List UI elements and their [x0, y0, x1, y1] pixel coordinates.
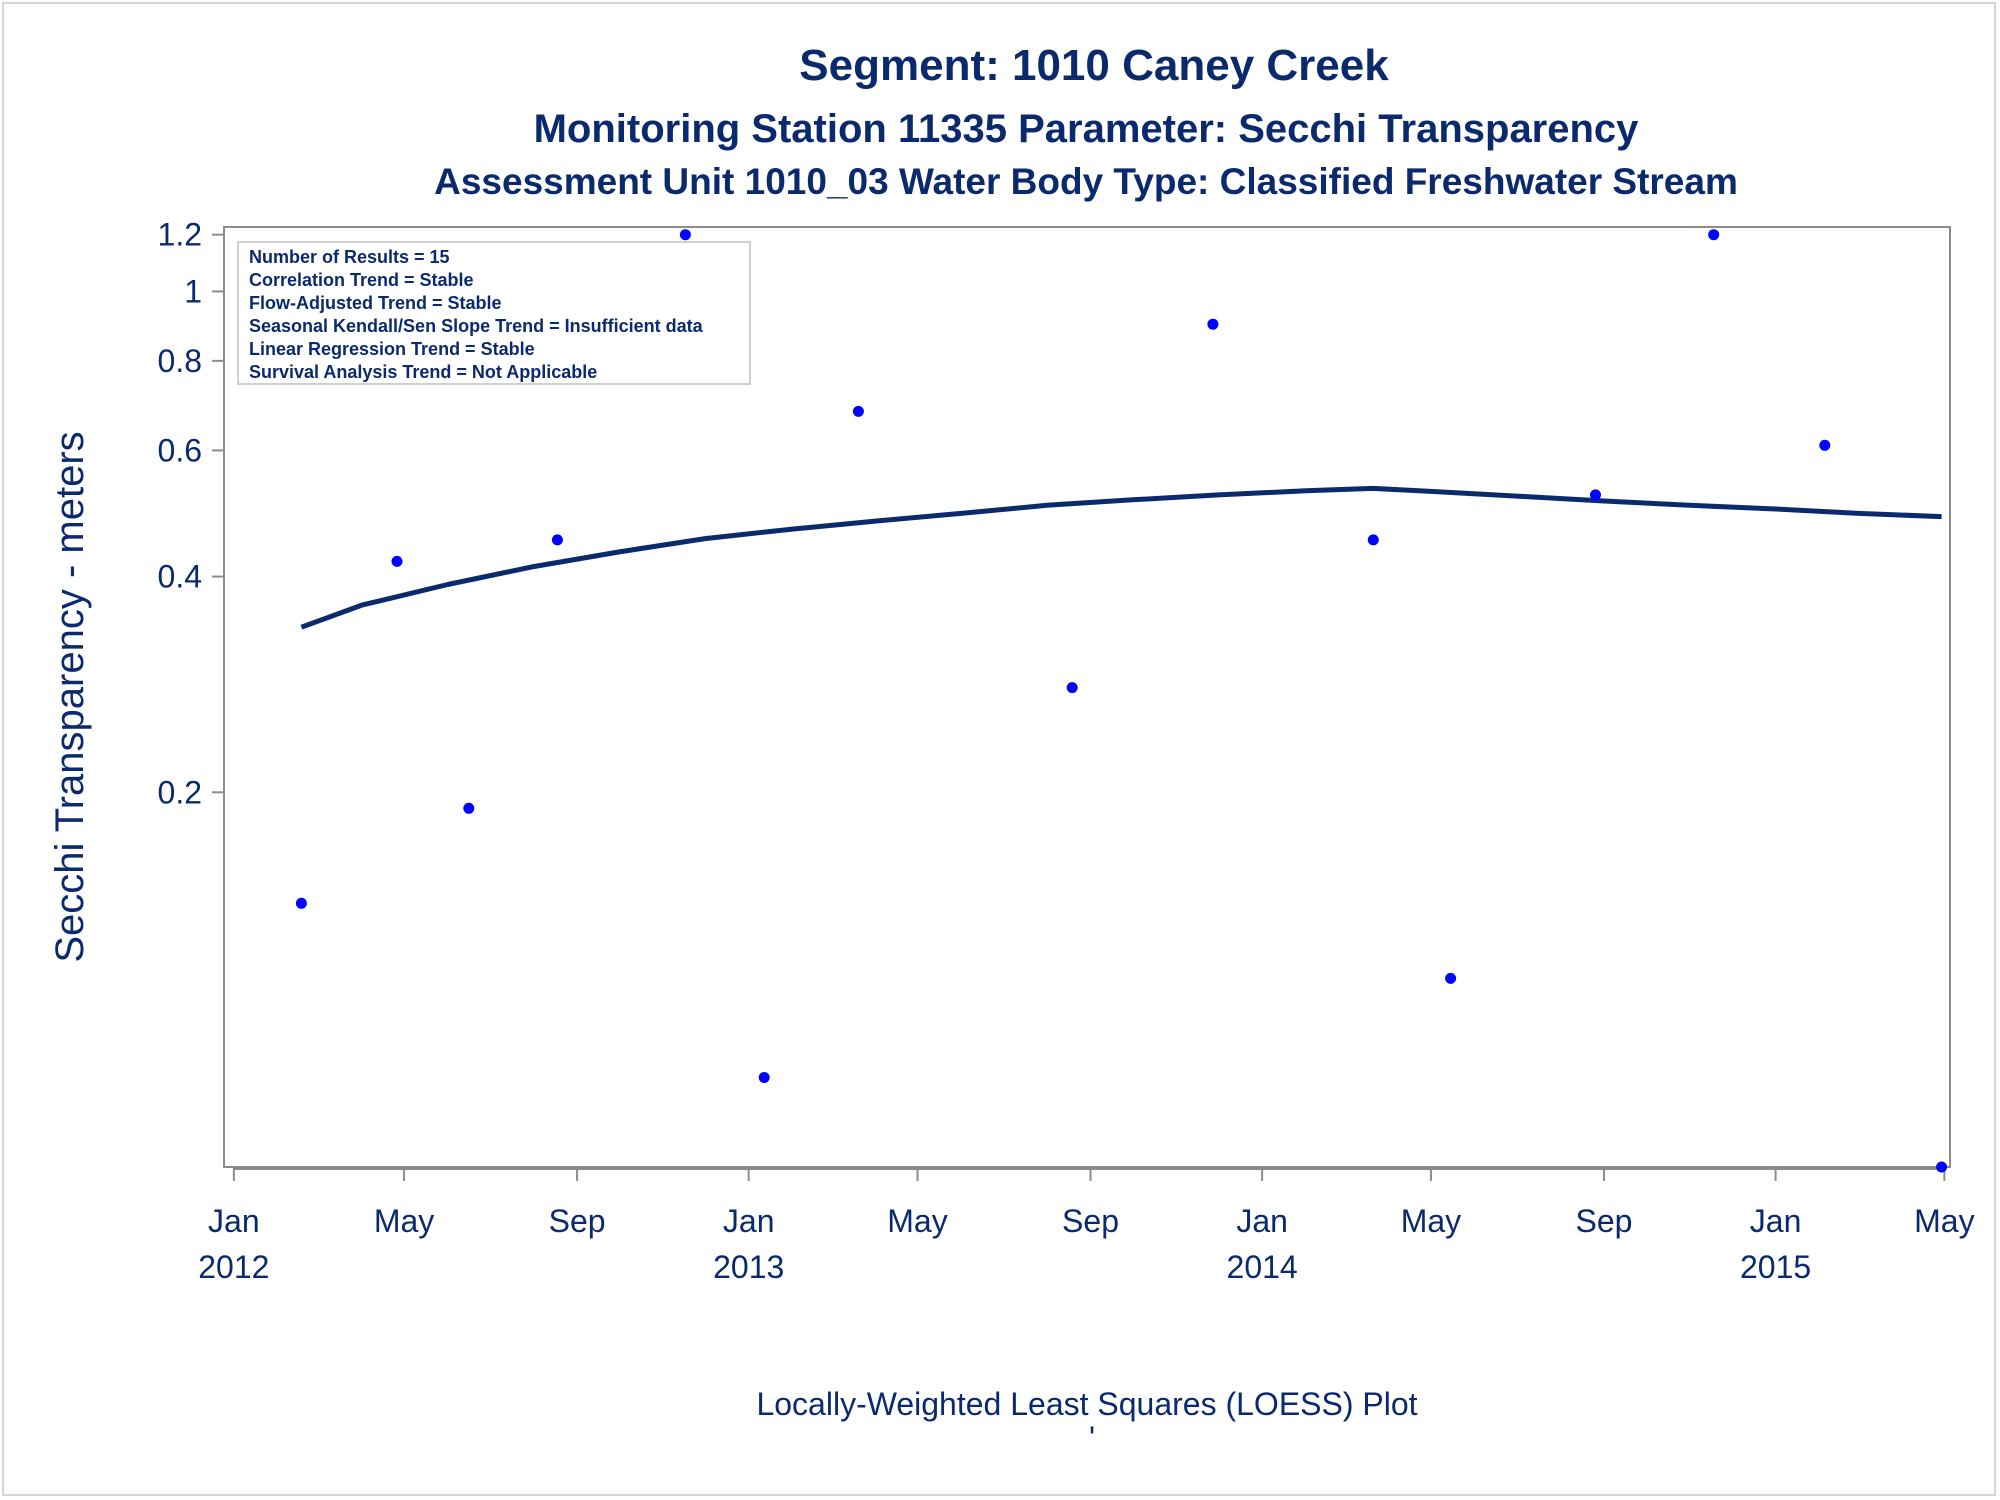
data-point	[391, 555, 403, 567]
y-axis: 0.2 0.4 0.6 0.8 1 1.2	[158, 217, 224, 810]
y-tick-label: 1	[184, 273, 202, 309]
stat-flow-adjusted-trend: Flow-Adjusted Trend = Stable	[249, 293, 502, 313]
data-point	[1207, 318, 1219, 330]
data-point	[551, 534, 563, 546]
data-point	[679, 229, 691, 241]
footnote: Locally-Weighted Least Squares (LOESS) P…	[756, 1386, 1417, 1422]
x-tick-label-month: May	[1914, 1203, 1974, 1239]
data-point	[1590, 489, 1601, 501]
stat-linear-regression-trend: Linear Regression Trend = Stable	[249, 339, 535, 359]
chart-svg: Segment: 1010 Caney Creek Monitoring Sta…	[48, 41, 1975, 1456]
data-point	[295, 897, 307, 909]
footnote-mark: '	[1089, 1420, 1095, 1456]
data-point	[1445, 972, 1457, 984]
stat-seasonal-kendall-trend: Seasonal Kendall/Sen Slope Trend = Insuf…	[249, 316, 704, 336]
x-tick-label-month: May	[1401, 1203, 1461, 1239]
y-tick-label: 0.2	[158, 774, 202, 810]
loess-line	[300, 485, 1942, 630]
x-tick-label-month: Jan	[1236, 1203, 1288, 1239]
x-tick-label-year: 2012	[198, 1249, 269, 1285]
x-tick-label-year: 2014	[1227, 1249, 1298, 1285]
x-tick-label-month: Jan	[1750, 1203, 1802, 1239]
plot-area-frame	[223, 226, 1951, 1168]
stat-survival-analysis-trend: Survival Analysis Trend = Not Applicable	[249, 362, 597, 382]
x-axis: Jan 2012 May Sep Jan 2013 May Sep Jan 2014 May Sep J…	[198, 1167, 1975, 1285]
data-point	[463, 802, 475, 814]
stat-number-of-results: Number of Results = 15	[249, 247, 450, 267]
x-tick-label-month: Sep	[1062, 1203, 1119, 1239]
x-tick-label-month: Jan	[723, 1203, 775, 1239]
data-point	[1819, 439, 1831, 451]
stat-correlation-trend: Correlation Trend = Stable	[249, 270, 474, 290]
data-point	[1066, 682, 1078, 694]
x-tick-label-month: Sep	[1575, 1203, 1632, 1239]
data-point	[1367, 534, 1379, 546]
x-tick-label-month: May	[374, 1203, 434, 1239]
stats-box: Number of Results = 15 Correlation Trend…	[237, 241, 751, 385]
x-tick-label-month: Sep	[549, 1203, 606, 1239]
loess-layer	[300, 485, 1942, 630]
x-tick-label-month: Jan	[208, 1203, 260, 1239]
x-tick-label-year: 2015	[1740, 1249, 1811, 1285]
chart-subtitle: Monitoring Station 11335 Parameter: Secc…	[534, 107, 1640, 151]
y-tick-label: 0.8	[158, 343, 202, 379]
y-tick-label: 0.4	[158, 559, 202, 595]
y-axis-title: Secchi Transparency - meters	[48, 431, 92, 962]
data-point	[1936, 1161, 1948, 1173]
points-layer	[295, 229, 1948, 1173]
chart-subtitle-2: Assessment Unit 1010_03 Water Body Type:…	[434, 161, 1738, 202]
chart-title: Segment: 1010 Caney Creek	[799, 41, 1389, 90]
stats-box-frame	[237, 241, 751, 385]
x-tick-label-month: May	[887, 1203, 947, 1239]
data-point	[852, 405, 864, 417]
y-tick-label: 0.6	[158, 432, 202, 468]
data-point	[1708, 229, 1720, 241]
y-tick-label: 1.2	[158, 217, 202, 253]
data-point	[758, 1072, 770, 1083]
x-tick-label-year: 2013	[713, 1249, 784, 1285]
